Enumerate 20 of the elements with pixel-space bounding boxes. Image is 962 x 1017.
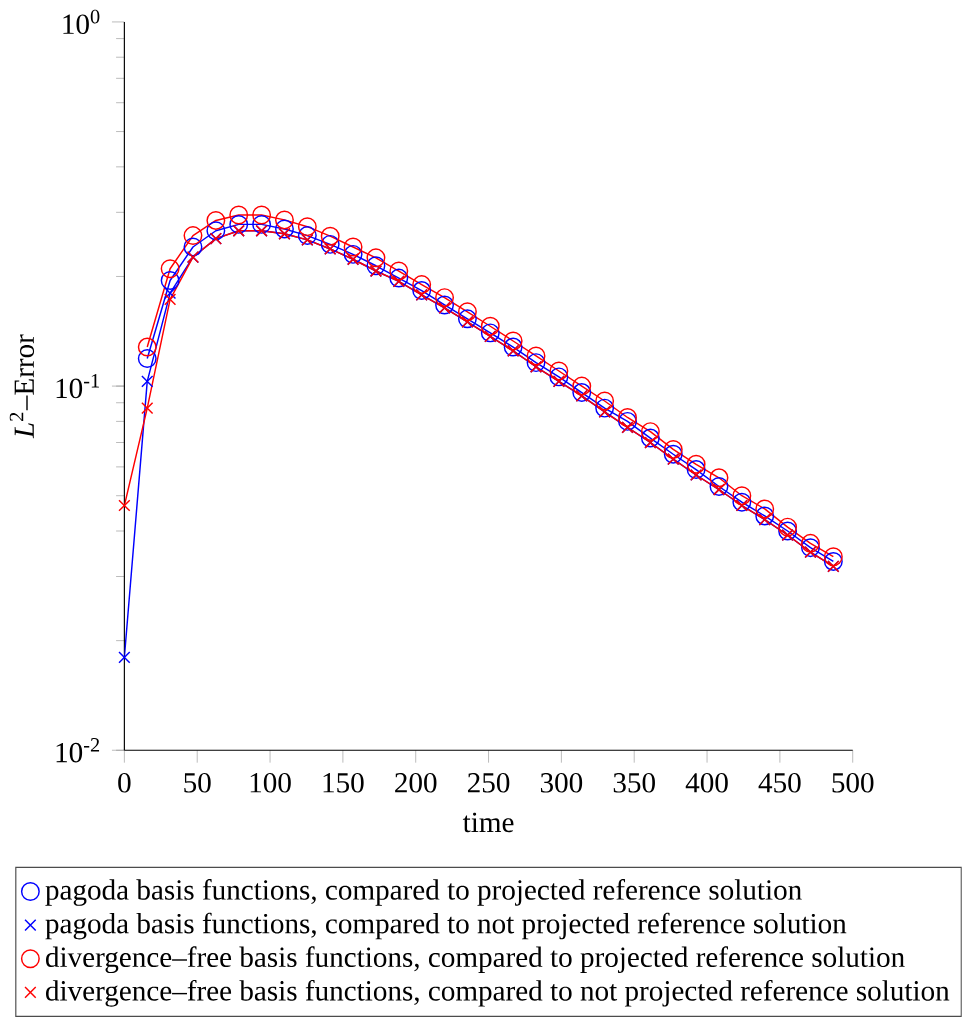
x-tick-label: 500 [832,772,874,793]
legend-label: pagoda basis functions, compared to not projected reference solution [45,912,847,940]
x-tick-label: 0 [118,772,131,793]
y-tick-label: 10$^{-2}$ [56,738,100,763]
x-axis-title: time [463,812,514,833]
y-tick-label: 10$^{0}$ [63,9,100,35]
x-tick-label: 300 [541,772,583,793]
x-tick-label: 350 [613,772,656,793]
x-tick-label: 50 [184,772,211,793]
x-tick-label: 400 [685,772,728,793]
legend-label: pagoda basis functions, compared to projected reference solution [45,879,802,906]
y-tick-label: 10$^{-1}$ [56,373,100,399]
x-tick-label: 100 [250,772,291,793]
legend-label: divergence–free basis functions, compared to projected reference solution [46,946,905,974]
legend-label: divergence–free basis functions, compared to not projected reference solution [46,979,950,1007]
x-tick-label: 150 [323,772,364,793]
y-axis-title: L$^{2}$–Error [9,334,35,439]
x-tick-label: 200 [395,772,437,793]
x-tick-label: 450 [758,772,801,793]
x-tick-label: 250 [468,772,510,793]
